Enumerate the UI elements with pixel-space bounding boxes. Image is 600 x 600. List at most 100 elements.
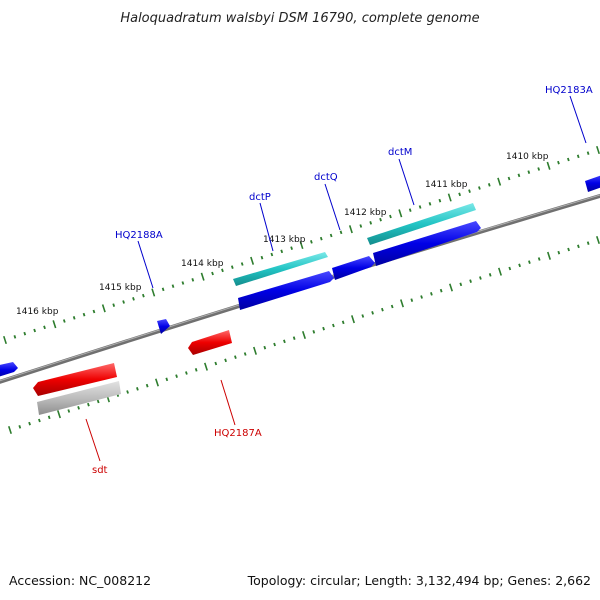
lower-rail-minor-tick [273, 342, 276, 347]
lower-rail-major-tick [351, 315, 355, 324]
lower-rail-minor-tick [312, 330, 316, 334]
upper-rail-major-tick [398, 209, 403, 218]
lower-rail-minor-tick [292, 336, 296, 340]
upper-rail-major-tick [299, 240, 304, 250]
upper-rail-minor-tick [329, 233, 333, 238]
upper-rail-major-tick [200, 272, 205, 281]
lower-rail-minor-tick [459, 282, 463, 287]
lower-rail-major-tick [253, 346, 257, 355]
lower-rail-minor-tick [488, 273, 492, 277]
lower-rail-minor-tick [18, 425, 22, 429]
lower-rail-minor-tick [332, 323, 335, 328]
lower-rail-major-tick [302, 330, 306, 340]
upper-rail-major-tick [3, 335, 7, 345]
leader-HQ2187A [220, 379, 236, 426]
gene-label-sdt: sdt [92, 465, 108, 476]
upper-rail-minor-tick [92, 309, 96, 314]
upper-tick-rail [3, 145, 600, 345]
lower-rail-minor-tick [528, 260, 531, 264]
upper-rail-major-tick [151, 288, 156, 297]
upper-rail-minor-tick [82, 312, 86, 317]
upper-rail-minor-tick [23, 331, 27, 336]
lower-rail-major-tick [155, 378, 159, 387]
lower-rail-minor-tick [410, 298, 414, 302]
gene-label-HQ2187A: HQ2187A [214, 428, 262, 439]
tick-label-1412-kbp: 1412 kbp [344, 208, 387, 218]
gene-left-edge-forward [0, 362, 18, 377]
upper-rail-minor-tick [438, 198, 442, 203]
upper-rail-minor-tick [310, 240, 313, 244]
leader-dctQ [324, 183, 341, 231]
upper-rail-minor-tick [72, 316, 76, 320]
upper-rail-major-tick [447, 193, 452, 202]
lower-rail-minor-tick [165, 377, 169, 382]
lower-rail-minor-tick [175, 374, 178, 378]
lower-rail-major-tick [204, 362, 208, 371]
lower-rail-major-tick [449, 283, 453, 292]
upper-rail-minor-tick [458, 192, 461, 197]
upper-rail-minor-tick [567, 157, 570, 162]
gene-label-dctP: dctP [249, 192, 271, 203]
lower-rail-minor-tick [47, 415, 51, 420]
cds-dctP-forward [233, 252, 328, 286]
upper-rail-minor-tick [359, 224, 363, 228]
tick-label-1415-kbp: 1415 kbp [99, 283, 142, 293]
upper-rail-minor-tick [112, 303, 116, 307]
upper-rail-major-tick [250, 256, 255, 265]
upper-rail-minor-tick [369, 221, 373, 225]
upper-rail-major-tick [348, 225, 353, 234]
cds-dctM-forward [367, 203, 476, 245]
lower-rail-minor-tick [341, 320, 345, 325]
lower-rail-minor-tick [38, 418, 41, 423]
leader-HQ2188A [137, 240, 154, 289]
lower-rail-minor-tick [28, 421, 31, 426]
lower-rail-minor-tick [322, 326, 325, 331]
upper-rail-minor-tick [270, 252, 274, 257]
upper-rail-minor-tick [13, 335, 17, 339]
gene-label-HQ2183A: HQ2183A [545, 85, 593, 96]
upper-rail-minor-tick [290, 246, 293, 250]
upper-rail-minor-tick [62, 319, 66, 323]
lower-rail-minor-tick [234, 355, 237, 359]
gene-dctQ [332, 256, 375, 280]
upper-rail-minor-tick [181, 281, 185, 285]
lower-rail-minor-tick [557, 250, 561, 255]
lower-rail-minor-tick [420, 295, 423, 299]
gene-label-dctM: dctM [388, 147, 412, 158]
upper-rail-major-tick [101, 304, 106, 313]
upper-rail-minor-tick [230, 265, 234, 269]
lower-rail-major-tick [8, 425, 12, 435]
upper-rail-minor-tick [428, 202, 432, 206]
tick-label-1410-kbp: 1410 kbp [506, 152, 549, 162]
gene-label-dctQ: dctQ [314, 172, 338, 183]
lower-rail-minor-tick [224, 358, 227, 363]
lower-rail-minor-tick [77, 406, 80, 410]
upper-rail-minor-tick [418, 205, 422, 209]
lower-rail-minor-tick [214, 361, 218, 366]
lower-rail-minor-tick [67, 409, 71, 413]
lower-rail-minor-tick [567, 247, 570, 252]
genome-summary-text: Topology: circular; Length: 3,132,494 bp… [247, 573, 591, 588]
lower-rail-minor-tick [96, 399, 100, 404]
upper-rail-minor-tick [507, 176, 511, 181]
upper-rail-minor-tick [537, 167, 541, 171]
lower-rail-minor-tick [371, 311, 374, 315]
lower-rail-minor-tick [508, 266, 512, 271]
lower-rail-minor-tick [361, 314, 365, 318]
lower-rail-major-tick [400, 299, 404, 308]
upper-rail-minor-tick [280, 249, 284, 254]
lower-rail-minor-tick [283, 339, 286, 344]
leader-dctM [398, 158, 415, 206]
lower-rail-minor-tick [430, 292, 433, 296]
tick-label-1411-kbp: 1411 kbp [425, 180, 468, 190]
lower-rail-minor-tick [518, 263, 521, 268]
lower-tick-rail [8, 235, 600, 435]
lower-rail-minor-tick [439, 288, 443, 293]
lower-rail-major-tick [596, 235, 600, 245]
lower-rail-minor-tick [537, 257, 541, 261]
upper-rail-minor-tick [211, 271, 214, 276]
upper-rail-major-tick [52, 320, 57, 329]
lower-rail-minor-tick [390, 304, 394, 309]
upper-rail-minor-tick [478, 186, 481, 190]
